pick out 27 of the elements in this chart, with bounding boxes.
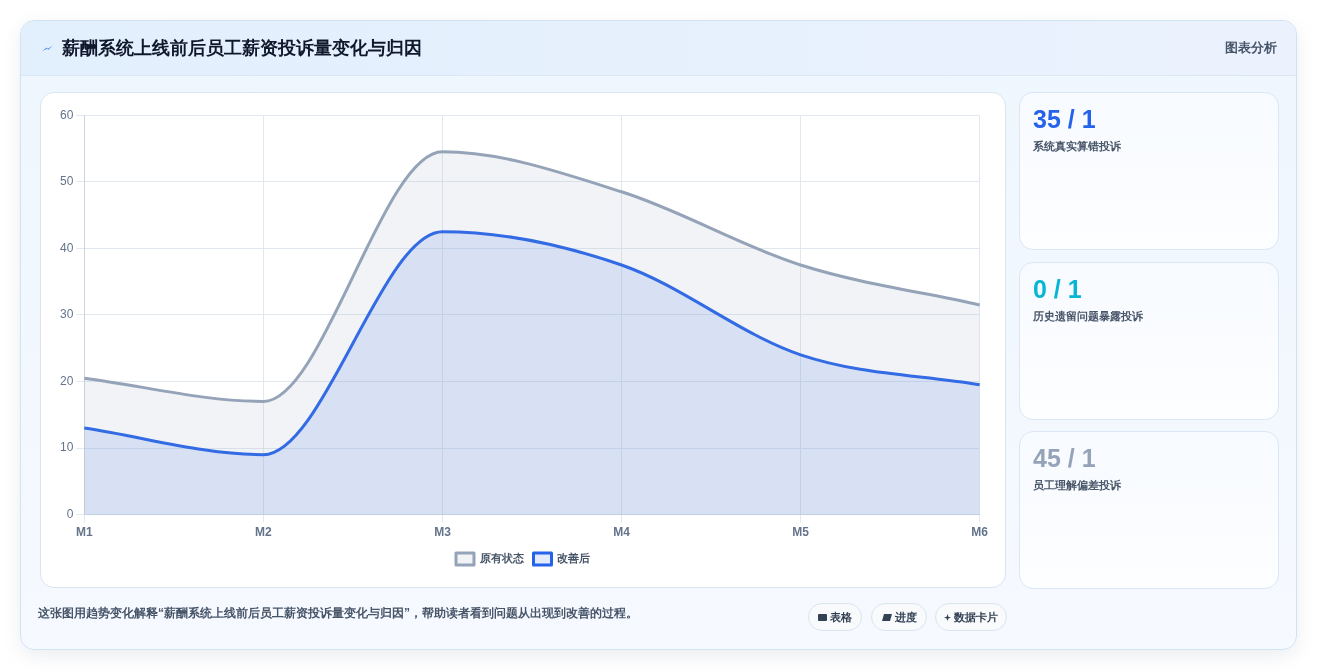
button: 进度 — [871, 603, 927, 631]
y-tick-label: 10 — [59, 440, 74, 455]
text: 35 / 1 — [1033, 105, 1096, 133]
button: 表格 — [808, 603, 862, 631]
text: 系统真实算错投诉 — [1033, 139, 1121, 153]
legend-label: 原有状态 — [478, 552, 525, 565]
text: 员工理解偏差投诉 — [1033, 478, 1121, 492]
x-tick-label: M1 — [76, 525, 94, 540]
y-tick-label: 60 — [59, 107, 74, 122]
y-tick-label: 0 — [66, 506, 74, 521]
text: 图表分析 — [1225, 40, 1277, 56]
x-tick-label: M3 — [434, 525, 452, 540]
button: 数据卡片 — [935, 603, 1007, 631]
text: 45 / 1 — [1033, 444, 1096, 472]
text: 历史遗留问题暴露投诉 — [1033, 308, 1143, 323]
text: 0 / 1 — [1033, 274, 1082, 303]
x-tick-label: M5 — [792, 525, 810, 540]
legend-label: 改善后 — [557, 552, 590, 565]
y-tick-label: 30 — [59, 307, 74, 322]
y-tick-label: 50 — [59, 174, 74, 189]
chart-title: 薪酬系统上线前后员工薪资投诉量变化与归因 — [62, 37, 422, 59]
y-tick-label: 20 — [59, 373, 74, 388]
y-tick-label: 40 — [59, 240, 74, 255]
text: 这张图用趋势变化解释“薪酬系统上线前后员工薪资投诉量变化与归因”，帮助读者看到问题从出现到改善的过程。 — [38, 605, 638, 621]
x-tick-label: M4 — [613, 525, 631, 540]
x-tick-label: M2 — [255, 525, 273, 540]
x-tick-label: M6 — [971, 525, 989, 540]
